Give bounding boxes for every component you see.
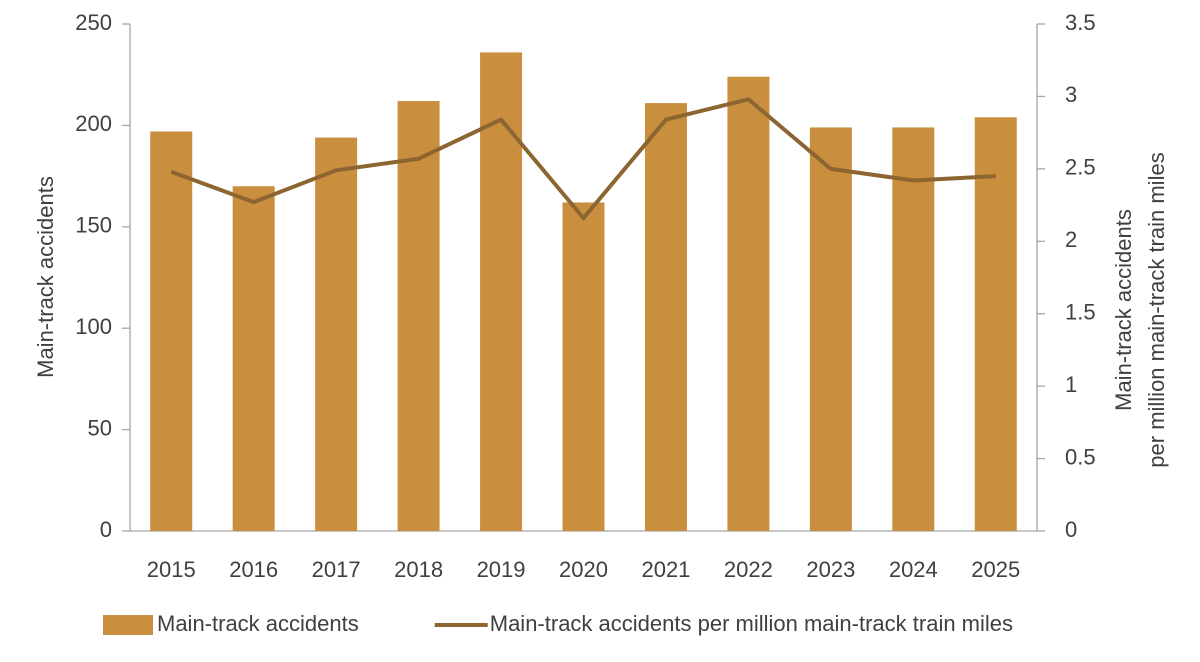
legend-label: Main-track accidents per million main-tr… (490, 611, 1013, 636)
y2-axis-title: Main-track accidents (1111, 209, 1136, 411)
bar (644, 103, 687, 531)
bar (232, 186, 275, 532)
y-tick-label: 100 (75, 314, 112, 339)
y2-tick-label: 1 (1065, 372, 1077, 397)
y-tick-label: 50 (88, 415, 112, 440)
line (170, 97, 996, 221)
bar (397, 101, 440, 532)
bar (892, 127, 935, 531)
x-tick-label: 2024 (889, 557, 938, 582)
bar (809, 127, 852, 531)
y2-tick-label: 1.5 (1065, 300, 1096, 325)
y2-tick-label: 0 (1065, 517, 1077, 542)
bar (480, 52, 523, 531)
y2-tick-label: 3.5 (1065, 10, 1096, 35)
x-tick-label: 2025 (971, 557, 1020, 582)
y2-tick-label: 0.5 (1065, 444, 1096, 469)
x-tick-label: 2017 (312, 557, 361, 582)
legend-swatch (103, 615, 153, 635)
x-tick-label: 2022 (724, 557, 773, 582)
y-tick-label: 250 (75, 10, 112, 35)
y2-tick-label: 2 (1065, 227, 1077, 252)
x-tick-label: 2019 (477, 557, 526, 582)
bar (562, 202, 605, 532)
x-tick-label: 2016 (229, 557, 278, 582)
y2-tick-label: 3 (1065, 82, 1077, 107)
x-tick-label: 2023 (806, 557, 855, 582)
bar (727, 76, 770, 531)
y-tick-label: 0 (100, 517, 112, 542)
bar (974, 117, 1017, 532)
y2-tick-label: 2.5 (1065, 155, 1096, 180)
y-tick-label: 200 (75, 111, 112, 136)
y-axis-title: Main-track accidents (33, 176, 58, 378)
bar (315, 137, 358, 531)
x-tick-label: 2015 (147, 557, 196, 582)
x-tick-label: 2018 (394, 557, 443, 582)
x-tick-label: 2021 (641, 557, 690, 582)
x-tick-label: 2020 (559, 557, 608, 582)
bar (150, 131, 193, 531)
y-tick-label: 150 (75, 213, 112, 238)
legend-label: Main-track accidents (157, 611, 359, 636)
y2-axis-title: per million main-track train miles (1144, 152, 1169, 467)
